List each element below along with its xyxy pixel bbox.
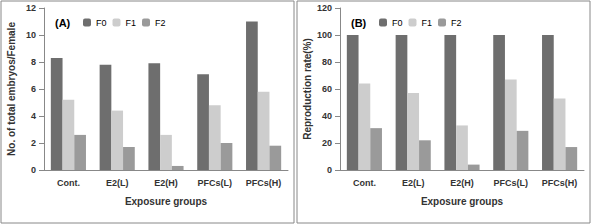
svg-text:No. of total embryos/Female: No. of total embryos/Female <box>6 22 17 156</box>
svg-text:20: 20 <box>322 138 332 148</box>
svg-text:PFCs(L): PFCs(L) <box>494 178 529 188</box>
svg-text:120: 120 <box>317 3 332 13</box>
svg-text:F0: F0 <box>96 18 107 28</box>
svg-text:0: 0 <box>31 165 36 175</box>
svg-text:8: 8 <box>31 57 36 67</box>
svg-text:E2(H): E2(H) <box>450 178 474 188</box>
svg-text:F1: F1 <box>126 18 137 28</box>
svg-text:Reproduction rate(%): Reproduction rate(%) <box>302 38 313 140</box>
svg-text:80: 80 <box>322 57 332 67</box>
svg-text:PFCs(H): PFCs(H) <box>542 178 578 188</box>
svg-text:100: 100 <box>317 30 332 40</box>
svg-text:4: 4 <box>31 111 36 121</box>
svg-text:10: 10 <box>26 30 36 40</box>
svg-text:12: 12 <box>26 3 36 13</box>
svg-text:E2(L): E2(L) <box>106 178 129 188</box>
svg-text:E2(H): E2(H) <box>154 178 178 188</box>
svg-text:F2: F2 <box>155 18 166 28</box>
svg-text:(A): (A) <box>55 17 71 29</box>
svg-text:Cont.: Cont. <box>353 178 376 188</box>
svg-text:F2: F2 <box>451 18 462 28</box>
svg-text:PFCs(L): PFCs(L) <box>198 178 233 188</box>
svg-text:60: 60 <box>322 84 332 94</box>
svg-text:0: 0 <box>327 165 332 175</box>
svg-text:Exposure groups: Exposure groups <box>421 196 504 207</box>
svg-text:F1: F1 <box>422 18 433 28</box>
svg-text:2: 2 <box>31 138 36 148</box>
svg-text:40: 40 <box>322 111 332 121</box>
svg-text:(B): (B) <box>351 17 367 29</box>
svg-text:E2(L): E2(L) <box>402 178 425 188</box>
svg-text:6: 6 <box>31 84 36 94</box>
svg-text:PFCs(H): PFCs(H) <box>246 178 282 188</box>
svg-text:Exposure groups: Exposure groups <box>125 196 208 207</box>
svg-text:Cont.: Cont. <box>57 178 80 188</box>
svg-text:F0: F0 <box>392 18 403 28</box>
